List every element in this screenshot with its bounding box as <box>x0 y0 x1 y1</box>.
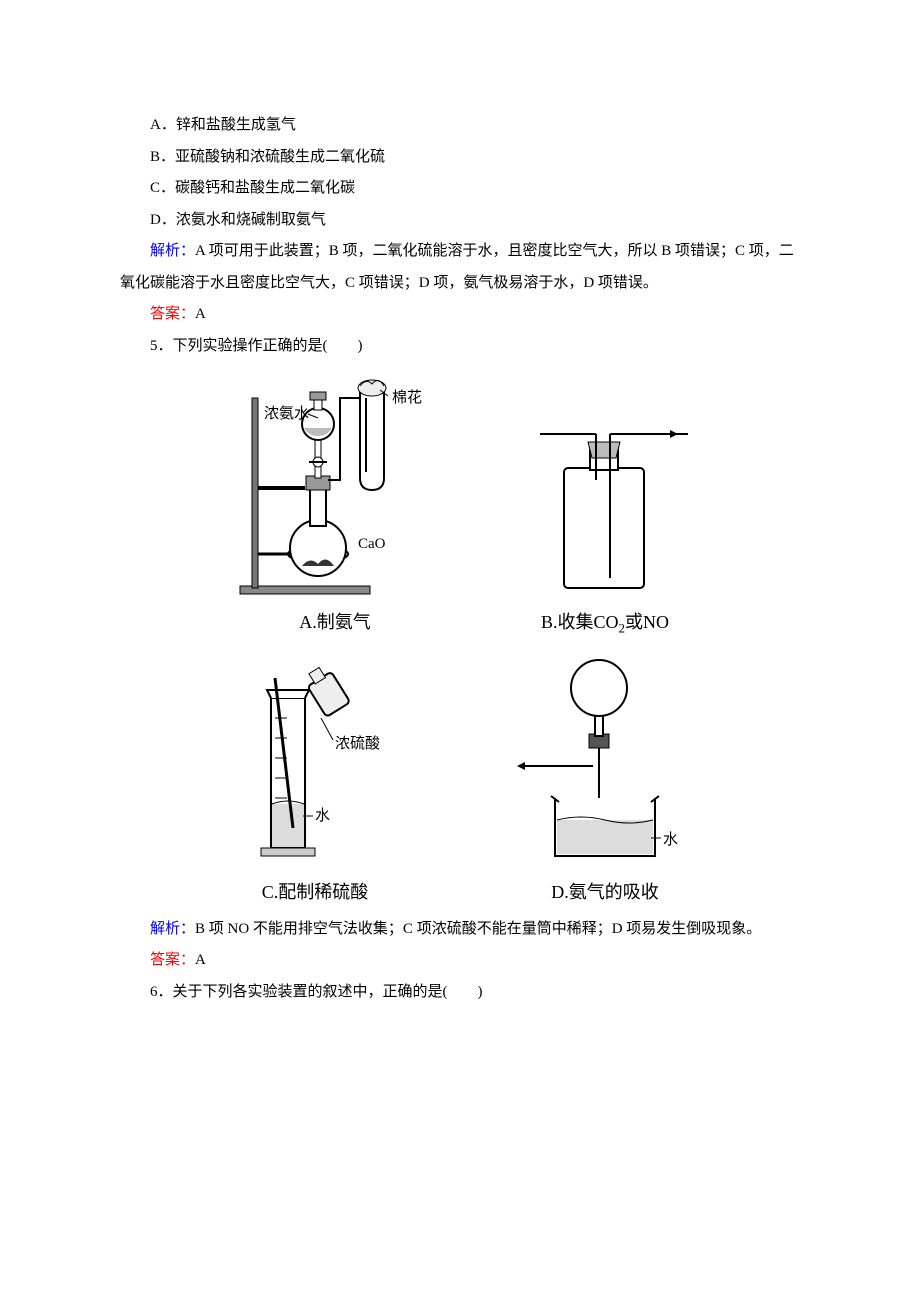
fig-a-label-1: 浓氨水 <box>264 405 309 422</box>
q5-caption-b: B.收集CO2或NO <box>541 604 669 642</box>
q5-fig-c: 浓硫酸 水 C.配制稀硫酸 <box>215 658 415 912</box>
answer-prev: 答案：A <box>120 299 800 331</box>
analysis-text: A 项可用于此装置；B 项，二氧化硫能溶于水，且密度比空气大，所以 B 项错误；… <box>120 243 794 291</box>
q5-figures-row-2: 浓硫酸 水 C.配制稀硫酸 <box>120 648 800 912</box>
fig-a-label-2: 棉花 <box>392 389 422 406</box>
fig-a-label-3: CaO <box>358 536 386 552</box>
fig-c-label-2: 水 <box>315 807 330 824</box>
fig-b-svg <box>510 428 700 598</box>
answer-value: A <box>195 306 206 322</box>
option-a: A．锌和盐酸生成氢气 <box>120 110 800 142</box>
option-c: C．碳酸钙和盐酸生成二氧化碳 <box>120 173 800 205</box>
answer-label: 答案： <box>150 306 195 322</box>
analysis-prev: 解析：A 项可用于此装置；B 项，二氧化硫能溶于水，且密度比空气大，所以 B 项… <box>120 236 800 299</box>
option-d: D．浓氨水和烧碱制取氨气 <box>120 205 800 237</box>
q5-stem: 5．下列实验操作正确的是( ) <box>120 331 800 363</box>
fig-d-label-1: 水 <box>663 831 678 848</box>
q5-caption-d: D.氨气的吸收 <box>551 874 659 912</box>
caption-b-post: 或NO <box>625 612 669 632</box>
fig-d-svg: 水 <box>505 648 705 868</box>
fig-c-svg: 浓硫酸 水 <box>215 658 415 868</box>
analysis-q5: 解析：B 项 NO 不能用排空气法收集；C 项浓硫酸不能在量筒中稀释；D 项易发… <box>120 914 800 946</box>
caption-b-pre: B.收集CO <box>541 612 619 632</box>
fig-c-label-1: 浓硫酸 <box>335 735 380 752</box>
analysis-q5-label: 解析： <box>150 921 195 937</box>
fig-a-svg: 浓氨水 棉花 CaO <box>220 368 450 598</box>
q5-figures-row-1: 浓氨水 棉花 CaO A.制氨气 <box>120 368 800 642</box>
analysis-label: 解析： <box>150 243 195 259</box>
answer-q5-label: 答案： <box>150 952 195 968</box>
q5-fig-b: B.收集CO2或NO <box>510 428 700 642</box>
answer-q5-value: A <box>195 952 206 968</box>
q5-fig-a: 浓氨水 棉花 CaO A.制氨气 <box>220 368 450 642</box>
answer-q5: 答案：A <box>120 945 800 977</box>
q5-caption-c: C.配制稀硫酸 <box>262 874 369 912</box>
q5-fig-d: 水 D.氨气的吸收 <box>505 648 705 912</box>
q6-stem: 6．关于下列各实验装置的叙述中，正确的是( ) <box>120 977 800 1009</box>
option-b: B．亚硫酸钠和浓硫酸生成二氧化硫 <box>120 142 800 174</box>
q5-caption-a: A.制氨气 <box>299 604 371 642</box>
analysis-q5-text: B 项 NO 不能用排空气法收集；C 项浓硫酸不能在量筒中稀释；D 项易发生倒吸… <box>195 921 761 937</box>
